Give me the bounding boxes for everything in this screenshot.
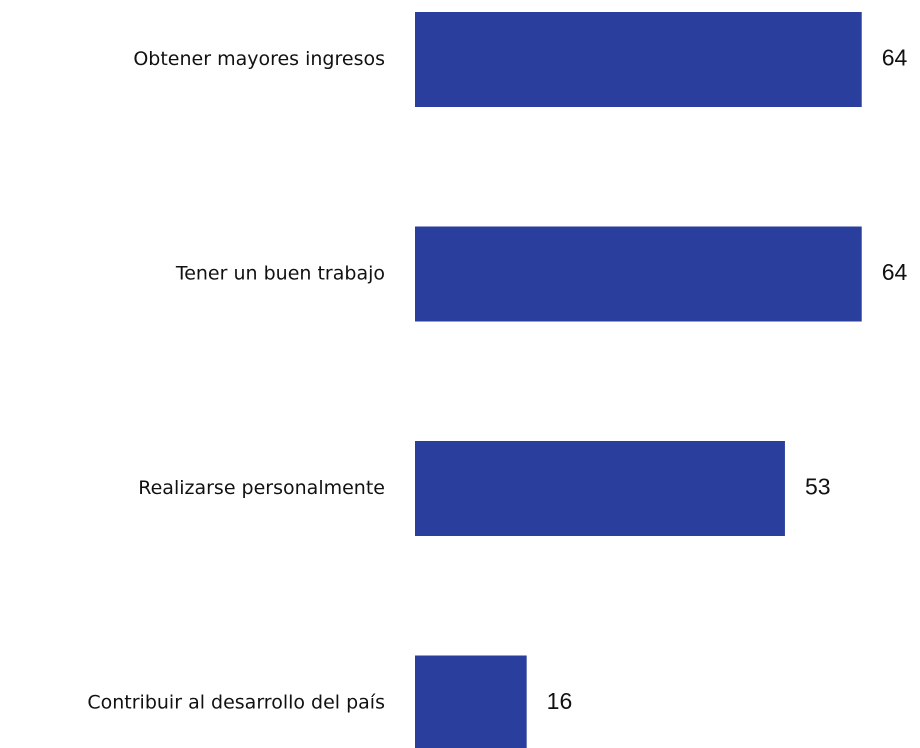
bar <box>415 441 785 536</box>
category-label: Obtener mayores ingresos <box>133 48 385 70</box>
value-label: 16 <box>547 688 573 714</box>
value-label: 64 <box>882 259 908 285</box>
category-label: Contribuir al desarrollo del país <box>87 692 385 714</box>
value-label: 64 <box>882 45 908 71</box>
bar <box>415 226 862 322</box>
category-label: Tener un buen trabajo <box>175 263 385 285</box>
bar <box>415 655 527 748</box>
value-label: 53 <box>805 474 831 500</box>
bar <box>415 12 862 107</box>
category-label: Realizarse personalmente <box>138 477 385 499</box>
